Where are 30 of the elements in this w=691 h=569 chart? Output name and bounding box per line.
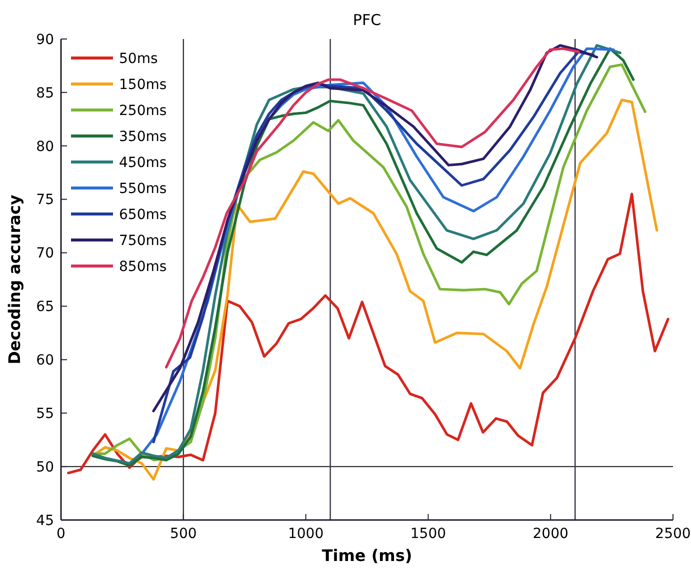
- legend-label: 550ms: [119, 180, 167, 197]
- y-tick-label: 55: [36, 406, 54, 422]
- x-tick-label: 2500: [655, 526, 691, 542]
- legend-label: 150ms: [119, 76, 167, 93]
- line-series: [164, 47, 580, 368]
- x-tick-label: 500: [170, 526, 197, 542]
- line-series: [67, 192, 670, 474]
- y-tick-label: 70: [36, 246, 54, 262]
- legend-label: 750ms: [119, 232, 167, 249]
- y-tick-label: 65: [36, 299, 54, 316]
- y-tick-label: 85: [36, 85, 54, 102]
- legend-label: 50ms: [119, 50, 158, 67]
- legend-label: 250ms: [119, 102, 167, 119]
- y-tick-label: 60: [36, 352, 54, 369]
- legend-label: 450ms: [119, 154, 167, 171]
- y-tick-label: 50: [36, 459, 54, 476]
- x-tick-label: 2000: [532, 526, 568, 542]
- x-tick-label: 0: [56, 526, 66, 542]
- y-axis-title: Decoding accuracy: [5, 194, 24, 364]
- chart-title: PFC: [352, 11, 382, 29]
- y-tick-label: 45: [36, 512, 54, 529]
- x-tick-label: 1500: [410, 526, 446, 542]
- legend-label: 650ms: [119, 206, 167, 223]
- legend-label: 850ms: [119, 258, 167, 275]
- y-tick-label: 80: [36, 138, 54, 155]
- x-tick-label: 1000: [288, 526, 324, 542]
- x-axis-title: Time (ms): [322, 546, 412, 565]
- legend-label: 350ms: [119, 128, 167, 145]
- y-tick-label: 90: [36, 32, 54, 48]
- y-tick-label: 75: [36, 192, 54, 208]
